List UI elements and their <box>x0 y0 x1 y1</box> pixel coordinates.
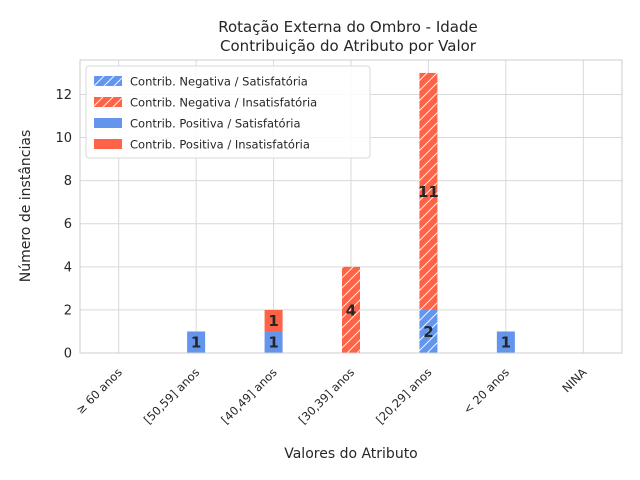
bar-segment <box>264 309 283 332</box>
y-tick-label: 6 <box>64 217 72 232</box>
legend-swatch-hatch <box>94 97 122 107</box>
legend-entry-label: Contrib. Positiva / Satisfatória <box>130 117 301 131</box>
y-tick-label: 12 <box>55 88 72 103</box>
y-tick-label: 0 <box>64 347 72 362</box>
legend-entry-label: Contrib. Negativa / Insatisfatória <box>130 96 317 110</box>
legend-box <box>85 65 371 159</box>
bar-segment <box>264 331 283 353</box>
bar-segment <box>496 331 515 353</box>
y-ticks: 0 2 4 6 8 10 12 <box>55 88 72 362</box>
bar-value-label: 11 <box>418 183 439 201</box>
legend-swatch <box>94 118 122 128</box>
bar-value-label: 4 <box>346 301 356 319</box>
y-tick-label: 8 <box>64 174 72 189</box>
chart-title-line1: Rotação Externa do Ombro - Idade <box>218 18 477 36</box>
bar-value-label: 2 <box>423 323 433 341</box>
bar-hatch <box>419 72 438 310</box>
chart-title-line2: Contribuição do Atributo por Valor <box>220 37 477 55</box>
bar-hatch <box>419 309 438 353</box>
legend-entry-label: Contrib. Negativa / Satisfatória <box>130 75 308 89</box>
legend-swatch-hatch <box>94 76 122 86</box>
x-tick-label: [40,49] anos <box>218 365 279 426</box>
x-tick-label: NINA <box>559 365 589 395</box>
x-tick-label: [50,59] anos <box>141 365 202 426</box>
legend: Contrib. Negativa / Satisfatória Contrib.… <box>85 65 371 159</box>
x-axis-label: Valores do Atributo <box>284 446 418 462</box>
y-tick-label: 10 <box>55 131 72 146</box>
x-tick-label: [30,39] anos <box>296 365 357 426</box>
bars <box>187 72 515 353</box>
legend-entry-label: Contrib. Positiva / Insatisfatória <box>130 138 310 152</box>
bar-segment <box>187 331 206 353</box>
y-tick-label: 2 <box>64 303 72 318</box>
x-tick-label: ≥ 60 anos <box>73 365 125 417</box>
x-ticks: ≥ 60 anos [50,59] anos [40,49] anos [30,39]… <box>73 365 589 427</box>
y-tick-label: 4 <box>64 260 72 275</box>
bar-value-label: 1 <box>501 334 511 352</box>
legend-swatch <box>94 139 122 149</box>
plot-frame <box>79 59 623 354</box>
x-tick-label: [20,29] anos <box>373 365 434 426</box>
bar-hatch <box>342 266 360 353</box>
x-tick-label: < 20 anos <box>460 365 512 417</box>
bar-value-label: 1 <box>191 334 201 352</box>
y-axis-label: Número de instâncias <box>18 130 34 282</box>
bar-value-label: 1 <box>268 334 278 352</box>
bar-value-label: 1 <box>268 312 278 330</box>
